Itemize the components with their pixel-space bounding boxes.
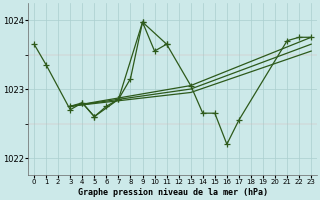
X-axis label: Graphe pression niveau de la mer (hPa): Graphe pression niveau de la mer (hPa)	[78, 188, 268, 197]
